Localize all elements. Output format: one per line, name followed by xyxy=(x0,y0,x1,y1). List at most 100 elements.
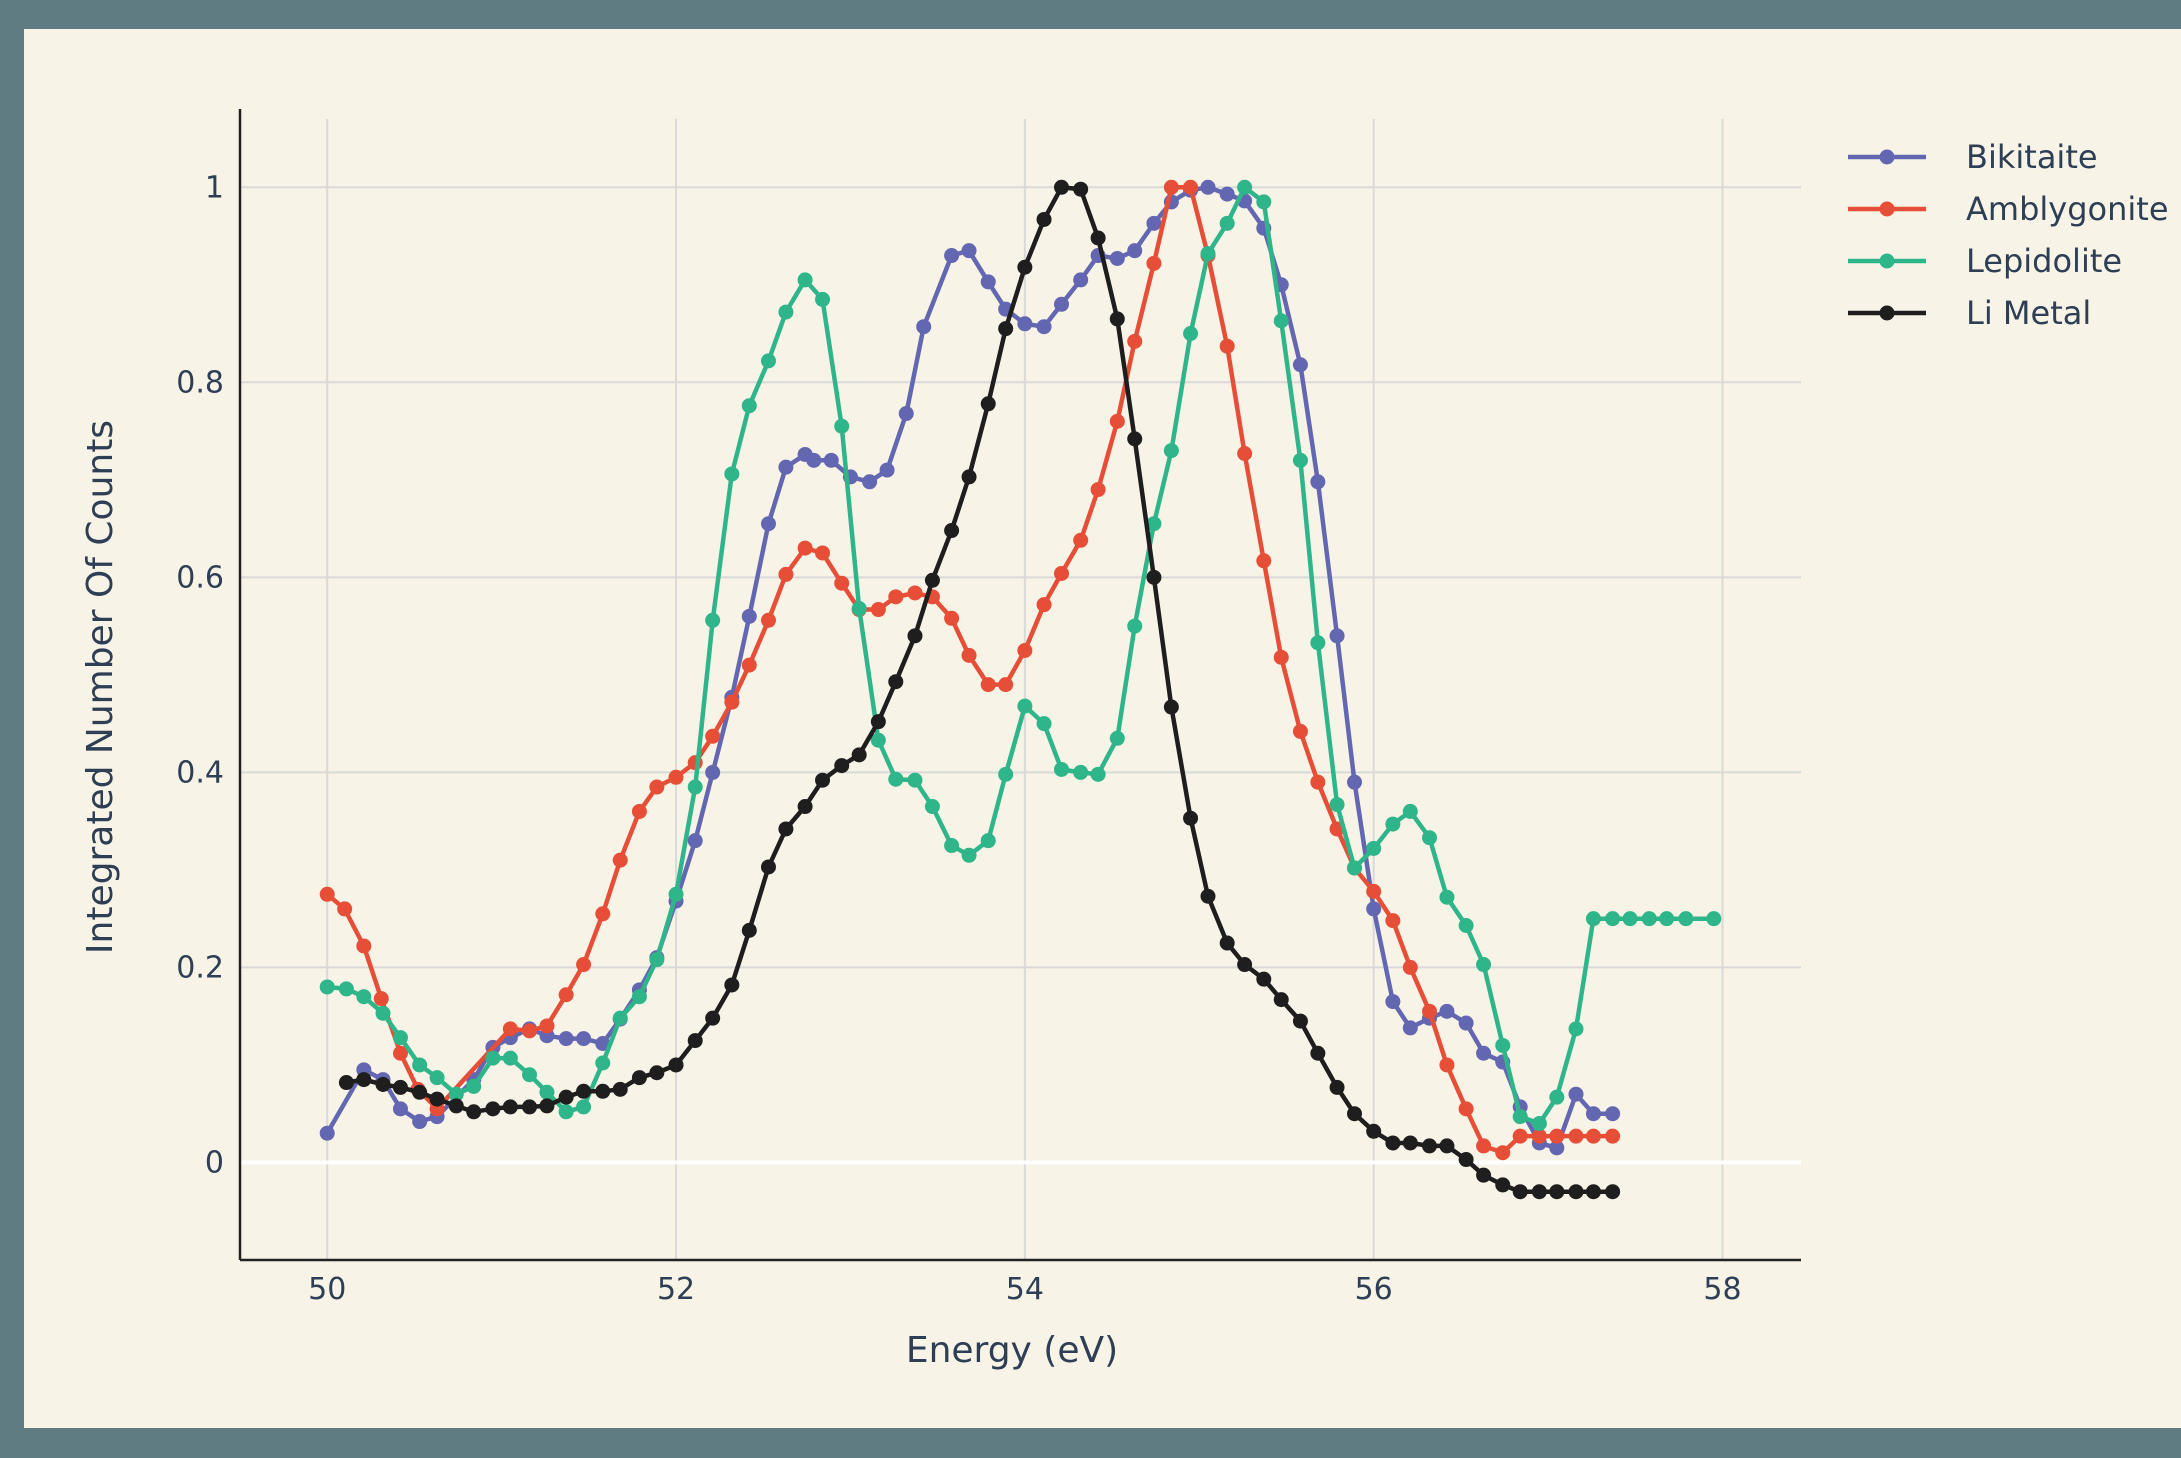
data-point xyxy=(741,398,757,414)
data-point xyxy=(338,981,354,997)
data-point xyxy=(392,1030,408,1046)
data-point xyxy=(1385,913,1401,929)
data-point xyxy=(705,612,721,628)
data-point xyxy=(1017,698,1033,714)
data-point xyxy=(815,291,831,307)
data-point xyxy=(576,1031,592,1047)
data-point xyxy=(1549,1128,1565,1144)
data-point xyxy=(1495,1177,1511,1193)
data-point xyxy=(1366,883,1382,899)
data-point xyxy=(888,589,904,605)
data-point xyxy=(502,1099,518,1115)
data-point xyxy=(724,977,740,993)
grid-lines xyxy=(240,119,1801,1260)
data-point xyxy=(1622,911,1638,927)
data-point xyxy=(1329,1079,1345,1095)
data-point xyxy=(1109,413,1125,429)
data-point xyxy=(1146,255,1162,271)
data-point xyxy=(870,602,886,618)
data-point xyxy=(1017,642,1033,658)
data-point xyxy=(502,1050,518,1066)
data-point xyxy=(1439,1057,1455,1073)
data-point xyxy=(1146,215,1162,231)
data-point xyxy=(924,572,940,588)
data-point xyxy=(1163,443,1179,459)
data-point xyxy=(1090,766,1106,782)
data-point xyxy=(1109,730,1125,746)
plot-area xyxy=(319,179,1722,1200)
data-point xyxy=(1256,553,1272,569)
data-point xyxy=(778,304,794,320)
y-tick-label: 0.4 xyxy=(176,755,224,790)
data-point xyxy=(1073,181,1089,197)
data-point xyxy=(797,799,813,815)
data-point xyxy=(1329,797,1345,813)
data-point xyxy=(834,758,850,774)
data-point xyxy=(649,952,665,968)
data-point xyxy=(612,1010,628,1026)
data-point xyxy=(1605,1128,1621,1144)
data-point xyxy=(1476,1045,1492,1061)
data-point xyxy=(612,1081,628,1097)
data-point xyxy=(907,772,923,788)
data-point xyxy=(1458,1015,1474,1031)
data-point xyxy=(1219,338,1235,354)
data-point xyxy=(502,1021,518,1037)
data-point xyxy=(1476,957,1492,973)
data-point xyxy=(1163,699,1179,715)
data-point xyxy=(815,545,831,561)
data-point xyxy=(595,906,611,922)
data-point xyxy=(1237,179,1253,195)
data-point xyxy=(1183,810,1199,826)
data-point xyxy=(319,979,335,995)
data-point xyxy=(1127,431,1143,447)
data-point xyxy=(998,321,1014,337)
data-point xyxy=(576,1099,592,1115)
data-point xyxy=(806,452,822,468)
data-point xyxy=(760,859,776,875)
data-point xyxy=(1329,628,1345,644)
data-point xyxy=(319,1125,335,1141)
x-tick-label: 52 xyxy=(657,1272,695,1307)
data-point xyxy=(961,243,977,259)
series-line xyxy=(325,185,1613,1151)
data-point xyxy=(466,1104,482,1120)
data-point xyxy=(760,516,776,532)
data-point xyxy=(1549,1089,1565,1105)
data-point xyxy=(944,838,960,854)
data-point xyxy=(1200,888,1216,904)
data-point xyxy=(1605,911,1621,927)
data-point xyxy=(1183,326,1199,342)
data-point xyxy=(687,1033,703,1049)
data-point xyxy=(705,728,721,744)
data-point xyxy=(687,833,703,849)
data-point xyxy=(522,1067,538,1083)
data-point xyxy=(392,1045,408,1061)
data-point xyxy=(1090,230,1106,246)
data-point xyxy=(1237,445,1253,461)
data-point xyxy=(834,575,850,591)
data-point xyxy=(1605,1184,1621,1200)
data-point xyxy=(1219,935,1235,951)
data-point xyxy=(375,1076,391,1092)
data-point xyxy=(1073,764,1089,780)
series-amblygonite xyxy=(319,179,1621,1161)
legend-swatch-marker xyxy=(1879,253,1895,269)
data-point xyxy=(522,1099,538,1115)
data-point xyxy=(851,747,867,763)
data-point xyxy=(1549,1184,1565,1200)
series-li-metal xyxy=(338,179,1621,1200)
data-point xyxy=(944,610,960,626)
data-point xyxy=(1347,1106,1363,1122)
data-point xyxy=(668,769,684,785)
data-point xyxy=(337,901,353,917)
data-point xyxy=(338,1075,354,1091)
data-point xyxy=(1273,992,1289,1008)
data-point xyxy=(1458,1101,1474,1117)
legend: Bikitaite Amblygonite Lepidolite Li Metal xyxy=(1848,138,2169,332)
data-point xyxy=(851,601,867,617)
data-point xyxy=(1347,860,1363,876)
data-point xyxy=(815,772,831,788)
x-tick-label: 56 xyxy=(1355,1272,1393,1307)
data-point xyxy=(558,1104,574,1120)
